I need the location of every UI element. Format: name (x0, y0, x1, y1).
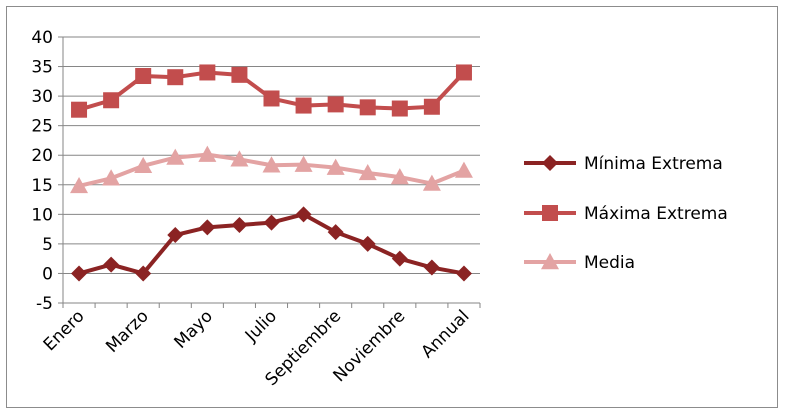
data-point (262, 156, 281, 173)
chart-frame (6, 6, 778, 408)
y-tick-label: 25 (31, 117, 53, 137)
x-tick-label: Marzo (102, 306, 152, 356)
legend: Mínima Extrema Máxima Extrema Media (524, 154, 728, 273)
data-point (295, 97, 312, 114)
legend-marker (542, 205, 558, 221)
y-tick-label: 0 (42, 264, 53, 284)
data-point (263, 214, 280, 231)
legend-label: Máxima Extrema (584, 204, 728, 224)
data-point (327, 96, 344, 113)
x-tick-label: Mayo (171, 306, 217, 352)
data-point (230, 150, 249, 167)
data-point (390, 168, 409, 185)
y-tick-label: 40 (31, 28, 53, 48)
data-point (326, 158, 345, 175)
data-point (422, 174, 441, 191)
axes (58, 36, 481, 308)
series-2 (71, 64, 472, 118)
x-tick-label: Annual (418, 306, 474, 362)
y-tick-label: 5 (42, 235, 53, 255)
y-tick-label: 35 (31, 58, 53, 78)
data-point (103, 92, 120, 109)
data-point (359, 235, 376, 252)
data-point (135, 265, 152, 282)
series-group (70, 64, 473, 282)
data-point (263, 90, 280, 107)
data-point (294, 155, 313, 172)
data-point (103, 256, 120, 273)
legend-entry: Media (524, 253, 635, 273)
data-point (166, 148, 185, 165)
y-axis-ticks: -5 0 5 10 15 20 25 30 35 40 (31, 28, 53, 314)
data-point (423, 259, 440, 276)
legend-marker (541, 253, 559, 270)
data-point (358, 163, 377, 181)
y-tick-label: 10 (31, 205, 53, 225)
data-point (102, 169, 121, 186)
y-tick-label: 20 (31, 146, 53, 166)
data-point (231, 66, 248, 83)
legend-entry: Mínima Extrema (524, 154, 723, 174)
data-point (199, 64, 216, 81)
data-point (359, 99, 376, 116)
y-tick-label: 30 (31, 87, 53, 107)
series-3 (70, 145, 473, 194)
y-tick-label: -5 (36, 294, 53, 314)
data-point (454, 161, 473, 178)
data-point (71, 265, 88, 282)
series-1 (71, 206, 472, 282)
data-point (327, 224, 344, 241)
data-point (71, 101, 88, 118)
data-point (167, 227, 184, 244)
data-point (134, 156, 153, 174)
x-tick-label: Julio (241, 306, 281, 346)
data-point (199, 219, 216, 236)
legend-label: Media (584, 253, 635, 273)
legend-entry: Máxima Extrema (524, 204, 728, 224)
data-point (455, 265, 472, 282)
legend-marker (542, 155, 558, 171)
data-point (167, 69, 184, 86)
data-point (231, 216, 248, 233)
data-point (70, 176, 89, 194)
y-tick-label: 15 (31, 176, 53, 196)
data-point (198, 145, 217, 162)
data-point (391, 250, 408, 267)
legend-label: Mínima Extrema (584, 154, 723, 174)
data-point (135, 68, 152, 85)
data-point (455, 64, 472, 81)
data-point (423, 98, 440, 115)
data-point (295, 206, 312, 223)
data-point (391, 100, 408, 117)
